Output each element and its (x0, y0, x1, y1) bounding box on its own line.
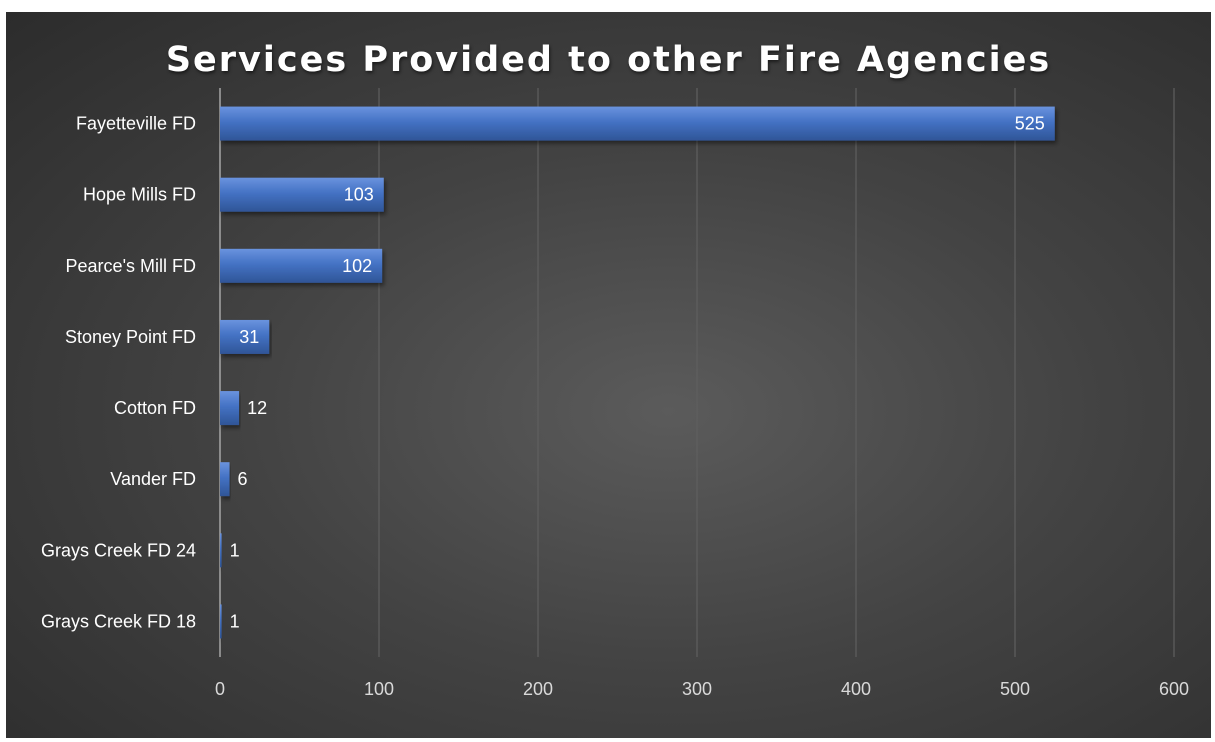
x-tick-label: 500 (1000, 679, 1030, 699)
bar (220, 462, 230, 497)
labels: 0 100 200 300 400 500 600 Fayetteville FD 525 Hop… (41, 114, 1189, 699)
data-label: 6 (238, 469, 248, 489)
category-label: Grays Creek FD 18 (41, 611, 196, 631)
bar (220, 391, 240, 426)
x-tick-label: 0 (215, 679, 225, 699)
x-tick-label: 600 (1159, 679, 1189, 699)
data-label: 1 (230, 540, 240, 560)
category-label: Vander FD (110, 469, 196, 489)
data-label: 12 (247, 398, 267, 418)
bars (220, 106, 1055, 639)
gridlines (219, 88, 1175, 657)
category-label: Pearce's Mill FD (66, 256, 196, 276)
chart-area: Services Provided to other Fire Agencies… (6, 12, 1211, 738)
x-tick-label: 400 (841, 679, 871, 699)
bar (220, 248, 383, 283)
bar (220, 319, 270, 354)
category-label: Cotton FD (114, 398, 196, 418)
data-label: 31 (239, 327, 259, 347)
category-label: Grays Creek FD 24 (41, 540, 196, 560)
bar (220, 106, 1055, 141)
x-tick-label: 300 (682, 679, 712, 699)
data-label: 1 (230, 611, 240, 631)
bar (220, 604, 222, 639)
data-label: 102 (342, 256, 372, 276)
x-tick-label: 200 (523, 679, 553, 699)
category-label: Fayetteville FD (76, 114, 196, 134)
category-label: Hope Mills FD (83, 185, 196, 205)
bar (220, 177, 384, 212)
data-label: 525 (1015, 114, 1045, 134)
chart-title: Services Provided to other Fire Agencies (165, 40, 1052, 80)
x-tick-label: 100 (364, 679, 394, 699)
bar-chart: 0 100 200 300 400 500 600 Fayetteville FD 525 Hop… (41, 88, 1189, 699)
data-label: 103 (344, 185, 374, 205)
bar (220, 533, 222, 568)
category-label: Stoney Point FD (65, 327, 196, 347)
